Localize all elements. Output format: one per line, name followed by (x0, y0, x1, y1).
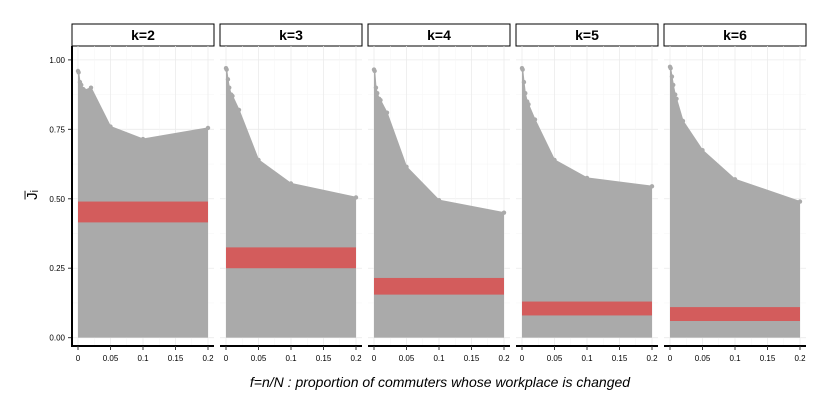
panels-layer: 0.000.250.500.751.00k=20 0.05 0.1 0.15 0.2k=… (49, 23, 807, 363)
data-point (649, 184, 655, 189)
data-point (501, 210, 507, 215)
x-tick-label: 0 (76, 354, 81, 363)
data-point (227, 85, 232, 90)
y-tick-label: 0.00 (49, 334, 65, 343)
facet-strip-label: k=4 (427, 27, 451, 43)
random-baseline-band (78, 201, 208, 223)
data-point (552, 157, 557, 163)
data-point (521, 79, 527, 85)
data-point (526, 102, 531, 107)
x-tick-label: 0 (224, 354, 229, 363)
x-tick-label: 0.1 (729, 354, 741, 363)
data-point (671, 82, 676, 88)
area-fill (522, 68, 652, 338)
x-tick-label: 0.2 (794, 354, 806, 363)
data-point (584, 175, 590, 181)
facet-strip-label: k=6 (723, 27, 747, 43)
random-baseline-band (226, 247, 356, 269)
data-point (668, 66, 673, 71)
data-point (225, 77, 231, 82)
data-point (205, 125, 211, 131)
x-tick-label: 0.15 (464, 354, 480, 363)
data-point (256, 157, 261, 163)
x-tick-label: 0.2 (202, 354, 214, 363)
area-fill (374, 69, 504, 338)
data-point (700, 147, 705, 153)
x-tick-label: 0.05 (103, 354, 119, 363)
y-tick-label: 0.25 (49, 264, 65, 273)
x-tick-label: 0.1 (137, 354, 149, 363)
data-point (88, 85, 94, 90)
data-point (520, 67, 525, 72)
x-tick-label: 0.2 (498, 354, 510, 363)
panel-k5: k=5 0 0.05 0.1 0.15 0.2 (515, 23, 659, 363)
x-tick-label: 0.15 (168, 354, 184, 363)
x-tick-label: 0.15 (316, 354, 332, 363)
data-point (375, 91, 380, 96)
data-point (532, 117, 538, 122)
data-point (673, 92, 678, 97)
facet-strip-label: k=3 (279, 27, 303, 43)
data-point (378, 97, 383, 103)
panel-k2: k=2 0 0.05 0.1 0.15 0.2 (71, 23, 215, 363)
data-point (680, 118, 686, 124)
x-tick-label: 0.1 (285, 354, 297, 363)
data-point (436, 197, 442, 203)
x-axis-title: f=n/N : proportion of commuters whose wo… (250, 374, 631, 390)
y-tick-label: 1.00 (49, 56, 65, 65)
data-point (674, 96, 679, 101)
x-tick-label: 0.1 (433, 354, 445, 363)
data-point (288, 181, 294, 186)
x-tick-label: 0.2 (646, 354, 658, 363)
x-tick-label: 0.15 (760, 354, 776, 363)
x-tick-label: 0.15 (612, 354, 628, 363)
y-tick-label: 0.50 (49, 195, 65, 204)
data-point (230, 93, 235, 99)
y-axis-title: J̅ᵢ (24, 190, 41, 200)
facet-strip-label: k=2 (131, 27, 155, 43)
random-baseline-band (374, 277, 504, 295)
facet-strip-label: k=5 (575, 27, 599, 43)
random-baseline-band (670, 307, 800, 321)
data-point (76, 70, 81, 75)
data-point (373, 85, 379, 90)
data-point (108, 124, 113, 129)
data-point (732, 177, 738, 182)
x-tick-label: 0.2 (350, 354, 362, 363)
data-point (224, 67, 229, 72)
data-point (236, 107, 242, 113)
data-point (82, 88, 87, 93)
x-tick-label: 0 (668, 354, 673, 363)
data-point (372, 68, 377, 74)
x-tick-label: 0.05 (251, 354, 267, 363)
data-point (384, 110, 390, 115)
data-point (523, 91, 528, 96)
data-point (79, 82, 84, 88)
data-point (669, 74, 675, 79)
y-tick-label: 0.75 (49, 125, 65, 134)
data-point (140, 136, 146, 142)
panel-k3: k=3 0 0.05 0.1 0.15 0.2 (219, 23, 363, 363)
panel-k4: k=4 0 0.05 0.1 0.15 0.2 (367, 23, 511, 363)
panel-k6: k=6 0 0.05 0.1 0.15 0.2 (663, 23, 807, 363)
data-point (353, 195, 359, 200)
data-point (797, 199, 803, 204)
x-tick-label: 0.05 (399, 354, 415, 363)
x-tick-label: 0.05 (547, 354, 563, 363)
random-baseline-band (522, 301, 652, 316)
x-tick-label: 0.1 (581, 354, 593, 363)
x-tick-label: 0 (372, 354, 377, 363)
area-fill (670, 66, 800, 338)
x-tick-label: 0.05 (695, 354, 711, 363)
area-fill (226, 68, 356, 338)
x-tick-label: 0 (520, 354, 525, 363)
data-point (404, 164, 409, 170)
